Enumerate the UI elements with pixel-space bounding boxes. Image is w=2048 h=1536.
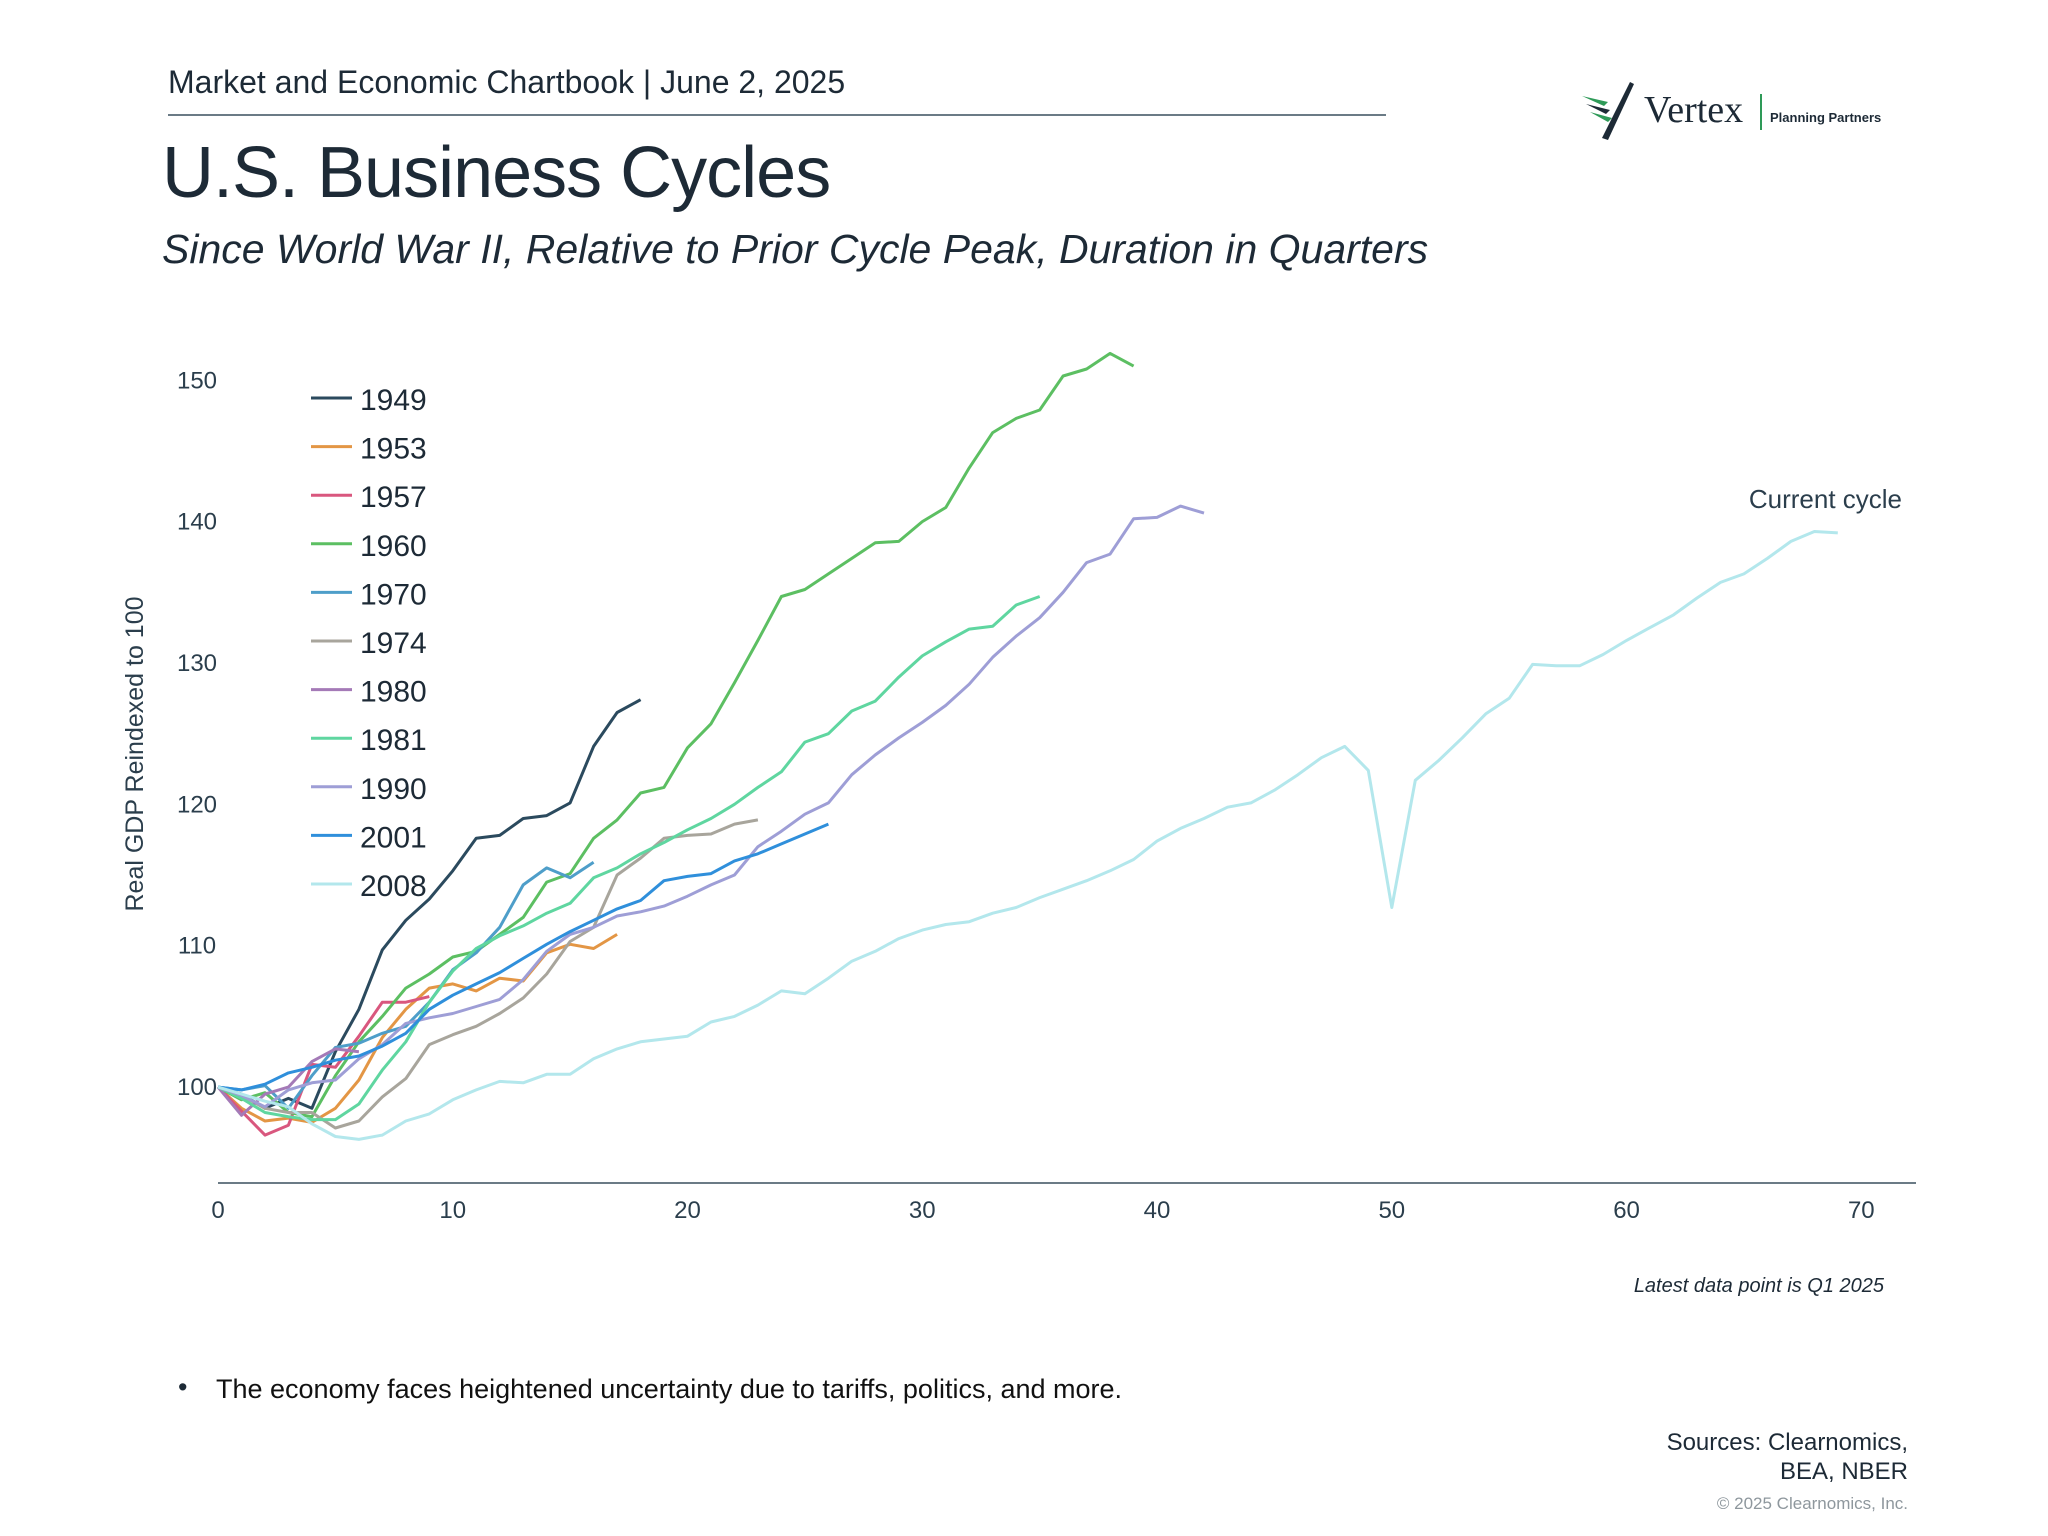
legend-label-1949: 1949 [360, 384, 427, 417]
legend-label-1960: 1960 [360, 530, 427, 563]
x-tick-label: 60 [1613, 1197, 1640, 1224]
x-tick-label: 10 [439, 1197, 466, 1224]
series-line-2008 [217, 530, 1838, 1141]
vertex-logo: Vertex Planning Partners [1580, 80, 1890, 150]
series-line-1953 [216, 933, 618, 1124]
header-divider [168, 114, 1386, 116]
copyright: © 2025 Clearnomics, Inc. [1716, 1494, 1908, 1513]
legend-label-1974: 1974 [360, 627, 427, 660]
x-tick-label: 0 [211, 1197, 224, 1224]
x-tick-label: 20 [674, 1197, 701, 1224]
legend-label-1957: 1957 [360, 481, 427, 514]
y-tick-label: 120 [177, 791, 217, 818]
sources: Sources: Clearnomics, BEA, NBER [1667, 1428, 1908, 1486]
sources-line-2: BEA, NBER [1779, 1458, 1908, 1485]
legend-label-2008: 2008 [360, 870, 427, 903]
y-tick-label: 140 [177, 509, 217, 536]
sources-line-1: Sources: Clearnomics, [1666, 1429, 1908, 1456]
vertex-mark-icon [1582, 82, 1634, 140]
x-tick-label: 40 [1144, 1197, 1171, 1224]
logo-tagline: Planning Partners [1770, 110, 1882, 125]
y-tick-label: 150 [177, 367, 217, 394]
legend-label-1990: 1990 [360, 773, 427, 806]
legend-label-2001: 2001 [360, 821, 427, 854]
current-cycle-annotation: Current cycle [1749, 484, 1902, 514]
legend-label-1970: 1970 [360, 578, 427, 611]
business-cycles-chart: 0 10 20 30 40 50 60 70 100 110 120 130 140 150 1949 19… [121, 351, 1916, 1224]
chartbook-header: Market and Economic Chartbook | June 2, … [168, 64, 846, 100]
y-tick-label: 110 [178, 933, 216, 960]
series-line-2001 [217, 822, 829, 1092]
legend-label-1980: 1980 [360, 676, 427, 709]
bullet-icon: • [178, 1372, 188, 1402]
series-line-1960 [217, 351, 1135, 1119]
logo-name: Vertex [1644, 89, 1744, 131]
x-tick-label: 70 [1848, 1197, 1875, 1224]
y-tick-label: 100 [177, 1074, 217, 1101]
series-line-1970 [217, 861, 595, 1110]
page-subtitle: Since World War II, Relative to Prior Cy… [162, 226, 1429, 272]
y-tick-label: 130 [177, 650, 217, 677]
latest-data-note: Latest data point is Q1 2025 [1633, 1275, 1884, 1297]
x-tick-label: 30 [909, 1197, 936, 1224]
series-line-1980 [216, 1047, 360, 1117]
series-line-1974 [217, 818, 759, 1130]
legend-label-1981: 1981 [360, 724, 427, 757]
x-tick-label: 50 [1378, 1197, 1405, 1224]
bullet-item: The economy faces heightened uncertainty… [216, 1374, 1123, 1404]
legend-label-1953: 1953 [360, 433, 427, 466]
series-line-1949 [217, 698, 642, 1110]
page-title: U.S. Business Cycles [162, 133, 831, 213]
series-line-1981 [217, 595, 1041, 1122]
logo-divider [1760, 94, 1762, 130]
y-axis-label: Real GDP Reindexed to 100 [121, 596, 149, 911]
